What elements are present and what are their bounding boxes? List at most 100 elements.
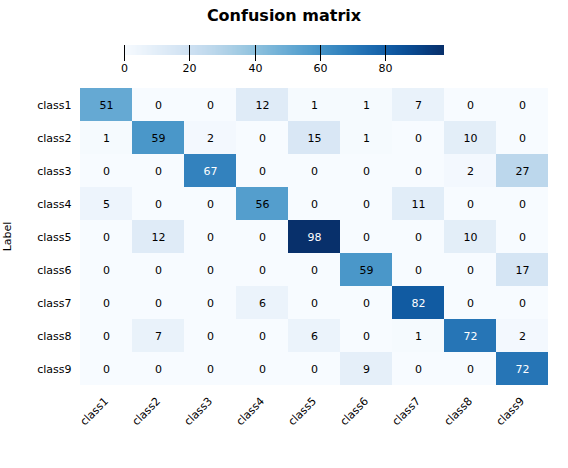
svg-text:class5: class5: [286, 395, 319, 428]
svg-text:1: 1: [415, 330, 422, 343]
svg-text:0: 0: [207, 363, 214, 376]
svg-text:class4: class4: [234, 395, 267, 428]
svg-text:15: 15: [308, 132, 322, 145]
svg-text:0: 0: [103, 363, 110, 376]
svg-text:0: 0: [155, 165, 162, 178]
svg-text:0: 0: [467, 198, 474, 211]
svg-text:0: 0: [155, 363, 162, 376]
svg-text:0: 0: [467, 99, 474, 112]
svg-text:0: 0: [363, 198, 370, 211]
svg-text:class9: class9: [37, 363, 71, 376]
svg-text:class1: class1: [37, 99, 71, 112]
svg-text:10: 10: [464, 231, 478, 244]
svg-text:59: 59: [360, 264, 374, 277]
svg-text:0: 0: [415, 264, 422, 277]
svg-text:5: 5: [103, 198, 110, 211]
svg-text:0: 0: [259, 363, 266, 376]
svg-text:27: 27: [516, 165, 530, 178]
svg-text:0: 0: [259, 132, 266, 145]
svg-text:0: 0: [415, 132, 422, 145]
svg-text:0: 0: [519, 231, 526, 244]
svg-text:0: 0: [311, 165, 318, 178]
svg-text:7: 7: [415, 99, 422, 112]
svg-text:0: 0: [519, 99, 526, 112]
svg-text:class8: class8: [37, 330, 71, 343]
svg-text:0: 0: [207, 264, 214, 277]
svg-text:0: 0: [467, 363, 474, 376]
svg-text:0: 0: [103, 330, 110, 343]
svg-text:0: 0: [259, 264, 266, 277]
svg-text:40: 40: [249, 62, 263, 75]
svg-text:class9: class9: [494, 395, 527, 428]
svg-text:60: 60: [314, 62, 328, 75]
svg-text:0: 0: [155, 264, 162, 277]
svg-text:0: 0: [467, 297, 474, 310]
svg-text:0: 0: [311, 297, 318, 310]
svg-text:class8: class8: [442, 395, 475, 428]
svg-text:0: 0: [519, 132, 526, 145]
svg-text:class5: class5: [37, 231, 71, 244]
svg-text:0: 0: [519, 297, 526, 310]
svg-text:82: 82: [412, 297, 426, 310]
svg-text:class7: class7: [390, 395, 423, 428]
svg-text:67: 67: [204, 165, 218, 178]
svg-text:0: 0: [207, 99, 214, 112]
svg-text:0: 0: [363, 330, 370, 343]
svg-text:20: 20: [183, 62, 197, 75]
svg-text:10: 10: [464, 132, 478, 145]
svg-text:1: 1: [103, 132, 110, 145]
svg-text:class7: class7: [37, 297, 71, 310]
svg-text:0: 0: [363, 165, 370, 178]
svg-text:12: 12: [256, 99, 270, 112]
svg-text:0: 0: [207, 330, 214, 343]
svg-text:0: 0: [155, 297, 162, 310]
svg-text:0: 0: [311, 363, 318, 376]
svg-text:0: 0: [363, 297, 370, 310]
svg-text:0: 0: [311, 198, 318, 211]
svg-text:17: 17: [516, 264, 530, 277]
svg-text:0: 0: [121, 62, 128, 75]
svg-text:0: 0: [519, 198, 526, 211]
svg-text:0: 0: [207, 231, 214, 244]
svg-text:0: 0: [259, 165, 266, 178]
svg-text:0: 0: [103, 231, 110, 244]
svg-text:class1: class1: [78, 395, 111, 428]
svg-text:12: 12: [152, 231, 166, 244]
svg-text:Label: Label: [1, 222, 14, 252]
svg-text:class2: class2: [130, 395, 163, 428]
svg-text:0: 0: [207, 297, 214, 310]
svg-text:0: 0: [103, 165, 110, 178]
svg-text:6: 6: [259, 297, 266, 310]
svg-text:class6: class6: [338, 395, 371, 428]
svg-text:class4: class4: [37, 198, 71, 211]
svg-text:59: 59: [152, 132, 166, 145]
svg-text:6: 6: [311, 330, 318, 343]
svg-text:0: 0: [415, 165, 422, 178]
svg-text:7: 7: [155, 330, 162, 343]
svg-text:class2: class2: [37, 132, 71, 145]
svg-text:51: 51: [100, 99, 114, 112]
svg-text:98: 98: [308, 231, 322, 244]
svg-text:0: 0: [155, 99, 162, 112]
svg-text:class3: class3: [37, 165, 71, 178]
svg-text:2: 2: [207, 132, 214, 145]
svg-text:0: 0: [415, 231, 422, 244]
svg-text:72: 72: [464, 330, 478, 343]
svg-text:class3: class3: [182, 395, 215, 428]
svg-text:class6: class6: [37, 264, 71, 277]
svg-text:0: 0: [363, 231, 370, 244]
svg-text:9: 9: [363, 363, 370, 376]
svg-text:0: 0: [103, 297, 110, 310]
svg-text:0: 0: [415, 363, 422, 376]
svg-text:0: 0: [311, 264, 318, 277]
svg-text:56: 56: [256, 198, 270, 211]
svg-text:2: 2: [519, 330, 526, 343]
svg-text:11: 11: [412, 198, 426, 211]
svg-text:1: 1: [363, 132, 370, 145]
svg-text:2: 2: [467, 165, 474, 178]
svg-text:80: 80: [379, 62, 393, 75]
svg-text:72: 72: [516, 363, 530, 376]
svg-text:0: 0: [155, 198, 162, 211]
svg-text:1: 1: [363, 99, 370, 112]
svg-text:1: 1: [311, 99, 318, 112]
